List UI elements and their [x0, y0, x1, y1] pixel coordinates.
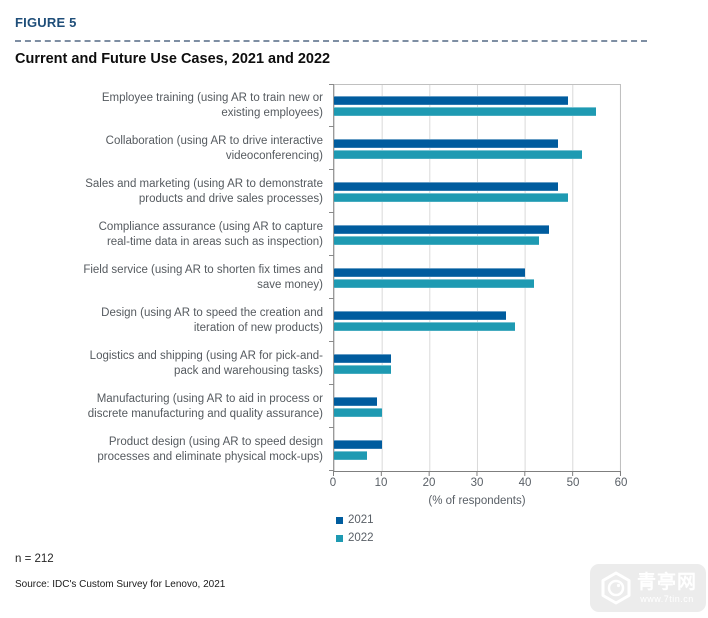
- category-label: Product design (using AR to speed design…: [97, 436, 323, 463]
- watermark: 青亭网 www.7tin.cn: [590, 564, 706, 612]
- bar-group: [329, 428, 621, 471]
- figure-label: FIGURE 5: [15, 15, 77, 30]
- bar-2021: [334, 310, 506, 320]
- bar-2022: [334, 192, 568, 202]
- bar-2021: [334, 96, 568, 105]
- x-tick-label: 10: [374, 477, 388, 489]
- bar-2022: [334, 364, 392, 374]
- x-axis-caption: (% of respondents): [428, 495, 526, 507]
- bar-2021: [334, 353, 392, 363]
- sample-size: n = 212: [15, 553, 54, 565]
- category-row: Employee training (using AR to train new…: [15, 84, 655, 127]
- category-row: Field service (using AR to shorten fix t…: [15, 256, 655, 299]
- chart-legend: 2021 2022: [336, 511, 655, 547]
- x-tick-label: 0: [329, 477, 337, 489]
- legend-swatch-2021: [336, 516, 343, 524]
- bar-2022: [334, 321, 516, 331]
- category-row: Design (using AR to speed the creation a…: [15, 299, 655, 342]
- bar-group: [329, 299, 621, 342]
- x-axis-line: [333, 471, 621, 476]
- bar-group: [329, 84, 621, 127]
- bar-2021: [334, 396, 377, 406]
- x-tick-label: 50: [566, 477, 580, 489]
- category-label: Design (using AR to speed the creation a…: [101, 307, 323, 334]
- legend-item-2022: 2022: [336, 529, 655, 547]
- x-tick-label: 30: [470, 477, 484, 489]
- bar-2022: [334, 278, 535, 288]
- category-row: Manufacturing (using AR to aid in proces…: [15, 385, 655, 428]
- bar-2021: [334, 224, 549, 234]
- legend-label-2022: 2022: [348, 532, 374, 544]
- bar-group: [329, 170, 621, 213]
- category-row: Product design (using AR to speed design…: [15, 428, 655, 471]
- x-axis-tick-labels: 0 10 20 30 40 50 60: [329, 477, 628, 492]
- x-tick-label: 40: [518, 477, 532, 489]
- legend-label-2021: 2021: [348, 514, 374, 526]
- hexagon-logo-icon: [601, 571, 631, 605]
- watermark-site-url: www.7tin.cn: [640, 593, 694, 604]
- category-label: Employee training (using AR to train new…: [101, 92, 323, 119]
- bar-2022: [334, 407, 382, 417]
- bar-2021: [334, 138, 559, 148]
- bar-2022: [334, 149, 582, 159]
- legend-swatch-2022: [336, 534, 343, 542]
- bar-2021: [334, 181, 559, 191]
- bar-group: [329, 342, 621, 385]
- category-row: Sales and marketing (using AR to demonst…: [15, 170, 655, 213]
- category-label: Manufacturing (using AR to aid in proces…: [87, 393, 323, 420]
- bar-group: [329, 256, 621, 299]
- chart-title: Current and Future Use Cases, 2021 and 2…: [15, 51, 331, 67]
- category-row: Compliance assurance (using AR to captur…: [15, 213, 655, 256]
- bar-2022: [334, 107, 597, 116]
- bar-group: [329, 385, 621, 428]
- bar-2021: [334, 267, 525, 277]
- category-label: Compliance assurance (using AR to captur…: [98, 221, 323, 248]
- bar-2022: [334, 235, 539, 245]
- legend-item-2021: 2021: [336, 511, 655, 529]
- bar-group: [329, 213, 621, 256]
- category-label: Sales and marketing (using AR to demonst…: [85, 178, 323, 205]
- source-note: Source: IDC's Custom Survey for Lenovo, …: [15, 579, 226, 590]
- bar-2022: [334, 450, 368, 460]
- chart-rows: Employee training (using AR to train new…: [15, 84, 655, 471]
- category-label: Field service (using AR to shorten fix t…: [83, 264, 323, 291]
- header-divider: [15, 40, 647, 42]
- bar-2021: [334, 439, 382, 449]
- category-label: Logistics and shipping (using AR for pic…: [89, 350, 323, 377]
- x-tick-label: 60: [614, 477, 628, 489]
- category-label: Collaboration (using AR to drive interac…: [105, 135, 323, 162]
- category-row: Logistics and shipping (using AR for pic…: [15, 342, 655, 385]
- x-tick-label: 20: [422, 477, 436, 489]
- bar-chart: Employee training (using AR to train new…: [15, 84, 655, 547]
- bar-group: [329, 127, 621, 170]
- watermark-site-name: 青亭网: [636, 571, 697, 593]
- watermark-text: 青亭网 www.7tin.cn: [637, 573, 697, 604]
- category-row: Collaboration (using AR to drive interac…: [15, 127, 655, 170]
